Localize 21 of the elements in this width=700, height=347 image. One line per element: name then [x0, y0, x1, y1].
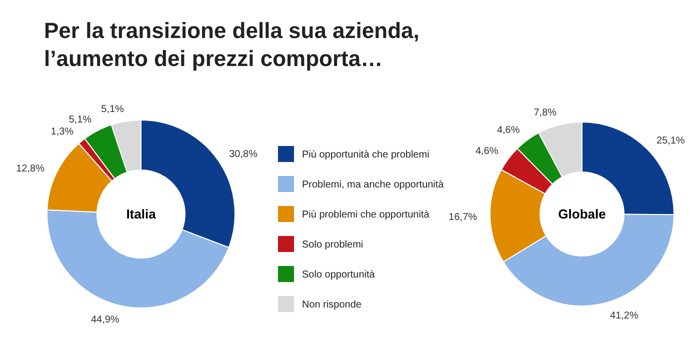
data-label: 16,7% — [448, 212, 478, 223]
text: Globale — [558, 206, 606, 222]
data-label: 25,1% — [656, 135, 685, 146]
legend-label: Problemi, ma anche opportunità — [302, 180, 444, 190]
data-label: 44,9% — [90, 314, 120, 326]
legend-label: Più problemi che opportunità — [302, 210, 430, 220]
data-label: 1,3% — [50, 126, 74, 138]
data-label: 5,1% — [68, 114, 92, 126]
data-label: 5,1% — [101, 104, 124, 115]
data-label: 30,8% — [229, 148, 258, 160]
legend-label: Solo problemi — [302, 240, 364, 250]
data-label: 12,8% — [16, 163, 45, 174]
data-label: 4,6% — [496, 124, 520, 136]
data-label: 41,2% — [610, 310, 638, 322]
data-label: 4,6% — [475, 146, 498, 158]
text: Italia — [126, 206, 157, 222]
data-label: 7,8% — [534, 108, 557, 119]
legend-label: Solo opportunità — [302, 270, 376, 280]
legend-label: Più opportunità che problemi — [302, 150, 430, 160]
legend-label: Non risponde — [302, 300, 362, 310]
chart-title: Per la transizione della sua azienda, l’aumento dei prezzi comporta… — [44, 18, 420, 71]
